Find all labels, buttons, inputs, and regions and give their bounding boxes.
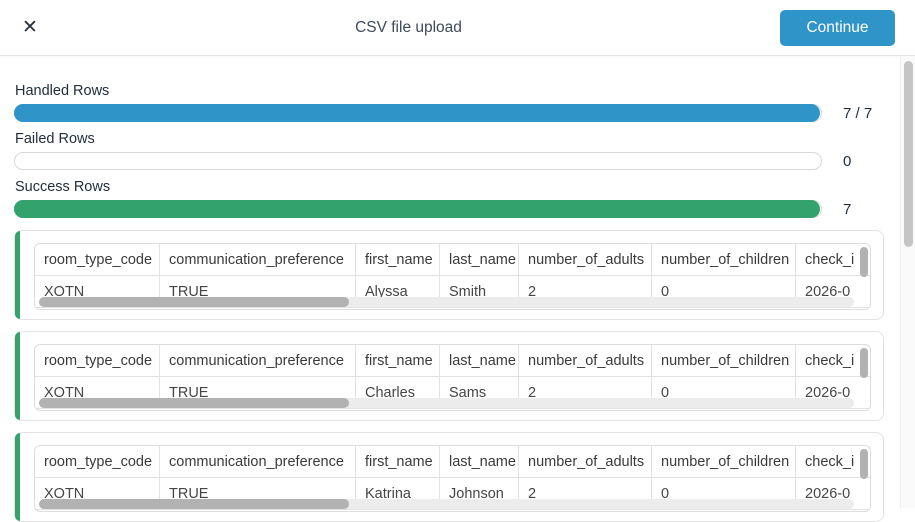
success-rows-label: Success Rows: [15, 179, 111, 195]
success-rows-progressbar: [14, 200, 822, 218]
column-header: check_i: [795, 345, 870, 377]
success-accent-strip: [15, 231, 20, 319]
column-header: number_of_children: [651, 244, 796, 276]
column-header: first_name: [355, 446, 440, 478]
csv-preview-table: room_type_code communication_preference …: [35, 345, 870, 409]
csv-row-card-1: room_type_code communication_preference …: [14, 230, 884, 320]
column-header: room_type_code: [35, 244, 160, 276]
column-header: number_of_adults: [518, 446, 652, 478]
column-header: check_i: [795, 446, 870, 478]
handled-rows-progress-fill: [14, 104, 820, 122]
table-header-row: room_type_code communication_preference …: [35, 446, 870, 478]
close-icon[interactable]: ✕: [19, 17, 41, 39]
table-horizontal-scrollbar-thumb[interactable]: [39, 297, 349, 307]
failed-rows-count: 0: [843, 152, 852, 170]
column-header: number_of_adults: [518, 345, 652, 377]
handled-rows-label: Handled Rows: [15, 83, 110, 99]
handled-rows-progressbar: [14, 104, 822, 122]
column-header: room_type_code: [35, 345, 160, 377]
csv-preview-scrollarea[interactable]: room_type_code communication_preference …: [34, 243, 871, 310]
csv-preview-table: room_type_code communication_preference …: [35, 244, 870, 308]
table-vertical-scrollbar[interactable]: [860, 449, 868, 479]
csv-preview-scrollarea[interactable]: room_type_code communication_preference …: [34, 445, 871, 512]
failed-rows-label: Failed Rows: [15, 131, 95, 147]
table-horizontal-scrollbar[interactable]: [39, 499, 854, 509]
failed-rows-group: Failed Rows 0: [14, 132, 915, 170]
column-header: communication_preference: [159, 244, 356, 276]
csv-row-cards: room_type_code communication_preference …: [14, 230, 915, 522]
column-header: check_i: [795, 244, 870, 276]
success-accent-strip: [15, 332, 20, 420]
column-header: number_of_children: [651, 345, 796, 377]
table-row: XOTN TRUE Charles Sams 2 0 2026-0: [35, 376, 870, 409]
column-header: last_name: [439, 345, 519, 377]
table-horizontal-scrollbar-thumb[interactable]: [39, 398, 349, 408]
table-horizontal-scrollbar[interactable]: [39, 297, 854, 307]
table-header-row: room_type_code communication_preference …: [35, 345, 870, 377]
column-header: first_name: [355, 244, 440, 276]
table-vertical-scrollbar[interactable]: [860, 348, 868, 378]
column-header: room_type_code: [35, 446, 160, 478]
column-header: communication_preference: [159, 345, 356, 377]
table-header-row: room_type_code communication_preference …: [35, 244, 870, 276]
column-header: last_name: [439, 446, 519, 478]
column-header: communication_preference: [159, 446, 356, 478]
success-rows-progress-fill: [14, 200, 820, 218]
column-header: number_of_children: [651, 446, 796, 478]
csv-preview-scrollarea[interactable]: room_type_code communication_preference …: [34, 344, 871, 411]
handled-rows-count: 7 / 7: [843, 104, 873, 122]
page-title: CSV file upload: [355, 19, 462, 36]
csv-row-card-3: room_type_code communication_preference …: [14, 432, 884, 522]
column-header: last_name: [439, 244, 519, 276]
page-vertical-scrollbar[interactable]: [900, 57, 915, 508]
csv-row-card-2: room_type_code communication_preference …: [14, 331, 884, 421]
failed-rows-progressbar: [14, 152, 822, 170]
column-header: first_name: [355, 345, 440, 377]
table-vertical-scrollbar[interactable]: [860, 247, 868, 277]
success-rows-group: Success Rows 7: [14, 180, 915, 218]
column-header: number_of_adults: [518, 244, 652, 276]
table-horizontal-scrollbar[interactable]: [39, 398, 854, 408]
success-rows-count: 7: [843, 200, 852, 218]
upload-results-panel: Handled Rows 7 / 7 Failed Rows 0 Success…: [0, 56, 915, 522]
table-horizontal-scrollbar-thumb[interactable]: [39, 499, 349, 509]
success-accent-strip: [15, 433, 20, 521]
page-vertical-scrollbar-thumb[interactable]: [904, 61, 913, 247]
dialog-header: ✕ CSV file upload Continue: [0, 0, 915, 56]
handled-rows-group: Handled Rows 7 / 7: [14, 84, 915, 122]
continue-button[interactable]: Continue: [780, 10, 895, 46]
